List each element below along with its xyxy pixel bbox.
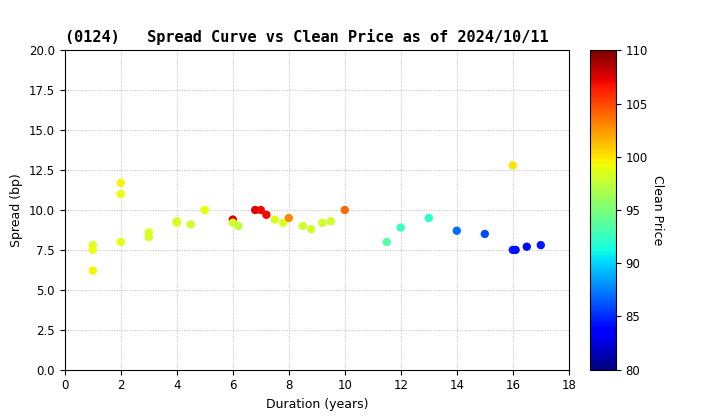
Point: [305, 226, 317, 233]
Point: [227, 219, 238, 226]
Point: [423, 215, 435, 221]
Point: [283, 215, 294, 221]
Point: [185, 221, 197, 228]
Point: [521, 243, 533, 250]
Point: [143, 229, 155, 236]
Point: [171, 219, 183, 226]
Point: [249, 207, 261, 213]
Point: [507, 162, 518, 169]
Y-axis label: Spread (bp): Spread (bp): [10, 173, 23, 247]
Point: [233, 223, 244, 229]
Point: [115, 179, 127, 186]
Point: [507, 247, 518, 253]
Point: [143, 234, 155, 241]
Point: [269, 216, 281, 223]
Point: [87, 242, 99, 249]
Point: [325, 218, 336, 225]
Point: [199, 207, 210, 213]
Point: [199, 207, 210, 213]
Y-axis label: Clean Price: Clean Price: [652, 175, 665, 245]
Point: [451, 227, 462, 234]
Point: [171, 218, 183, 225]
Point: [395, 224, 407, 231]
Point: [261, 211, 272, 218]
Point: [535, 242, 546, 249]
Point: [317, 219, 328, 226]
Point: [339, 207, 351, 213]
Point: [297, 223, 309, 229]
Point: [115, 239, 127, 245]
Point: [227, 216, 238, 223]
Point: [381, 239, 392, 245]
X-axis label: Duration (years): Duration (years): [266, 398, 368, 411]
Point: [115, 191, 127, 197]
Point: [87, 247, 99, 253]
Point: [479, 231, 490, 237]
Point: [510, 247, 521, 253]
Point: [255, 207, 266, 213]
Point: [87, 267, 99, 274]
Point: [277, 219, 289, 226]
Text: (0124)   Spread Curve vs Clean Price as of 2024/10/11: (0124) Spread Curve vs Clean Price as of…: [65, 29, 549, 45]
